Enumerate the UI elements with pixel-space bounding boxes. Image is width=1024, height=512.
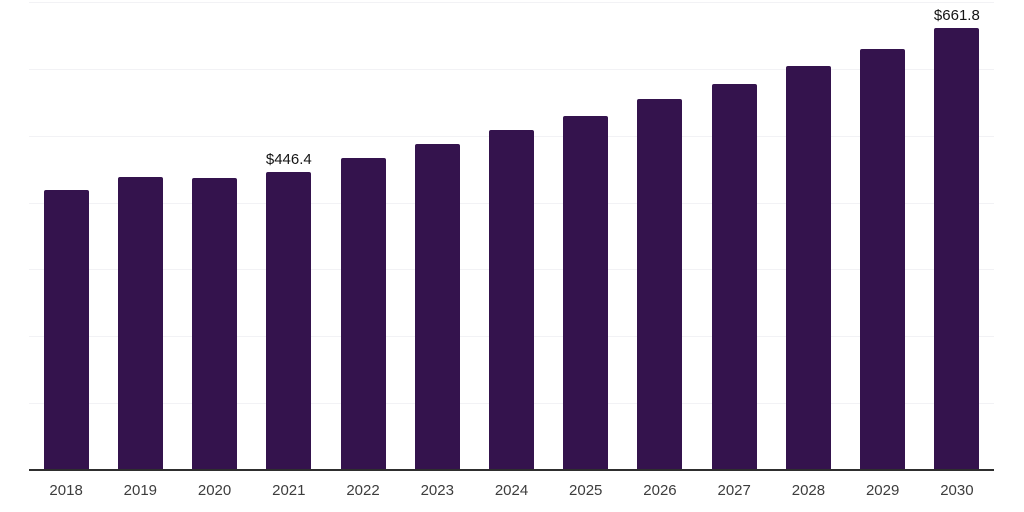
bar-2024 [489, 130, 534, 470]
bar-2028 [785, 65, 831, 470]
bar-2021 [266, 171, 312, 470]
x-tick-label-2026: 2026 [643, 482, 677, 499]
x-tick-label-2020: 2020 [197, 482, 232, 499]
x-tick-label-2027: 2027 [717, 482, 751, 499]
data-label-2021: $446.4 [265, 150, 312, 168]
x-tick-label-2019: 2019 [123, 482, 158, 499]
bar-2029 [860, 48, 906, 470]
x-tick-label-2023: 2023 [420, 482, 454, 499]
bar-2027 [711, 83, 757, 470]
bar-2019 [117, 177, 163, 470]
x-tick-label-2022: 2022 [346, 482, 380, 499]
gridline-600 [29, 68, 994, 70]
data-label-2030: $661.8 [933, 6, 980, 24]
x-tick-label-2025: 2025 [569, 482, 603, 499]
x-tick-label-2024: 2024 [494, 482, 529, 499]
x-tick-label-2018: 2018 [49, 482, 83, 499]
bar-2020 [192, 177, 238, 470]
x-axis-line [29, 469, 994, 471]
x-tick-label-2029: 2029 [865, 482, 900, 499]
bar-2018 [43, 190, 89, 470]
bar-2026 [637, 98, 683, 470]
bar-2025 [563, 115, 609, 470]
x-tick-label-2028: 2028 [791, 482, 826, 499]
bar-2030 [934, 27, 980, 470]
bar-2022 [340, 157, 386, 470]
x-tick-label-2030: 2030 [940, 482, 974, 499]
gridline-700 [29, 2, 994, 3]
x-tick-label-2021: 2021 [272, 482, 306, 499]
bar-2023 [414, 144, 460, 470]
plot-area: $446.4 $661.8 [29, 2, 994, 470]
